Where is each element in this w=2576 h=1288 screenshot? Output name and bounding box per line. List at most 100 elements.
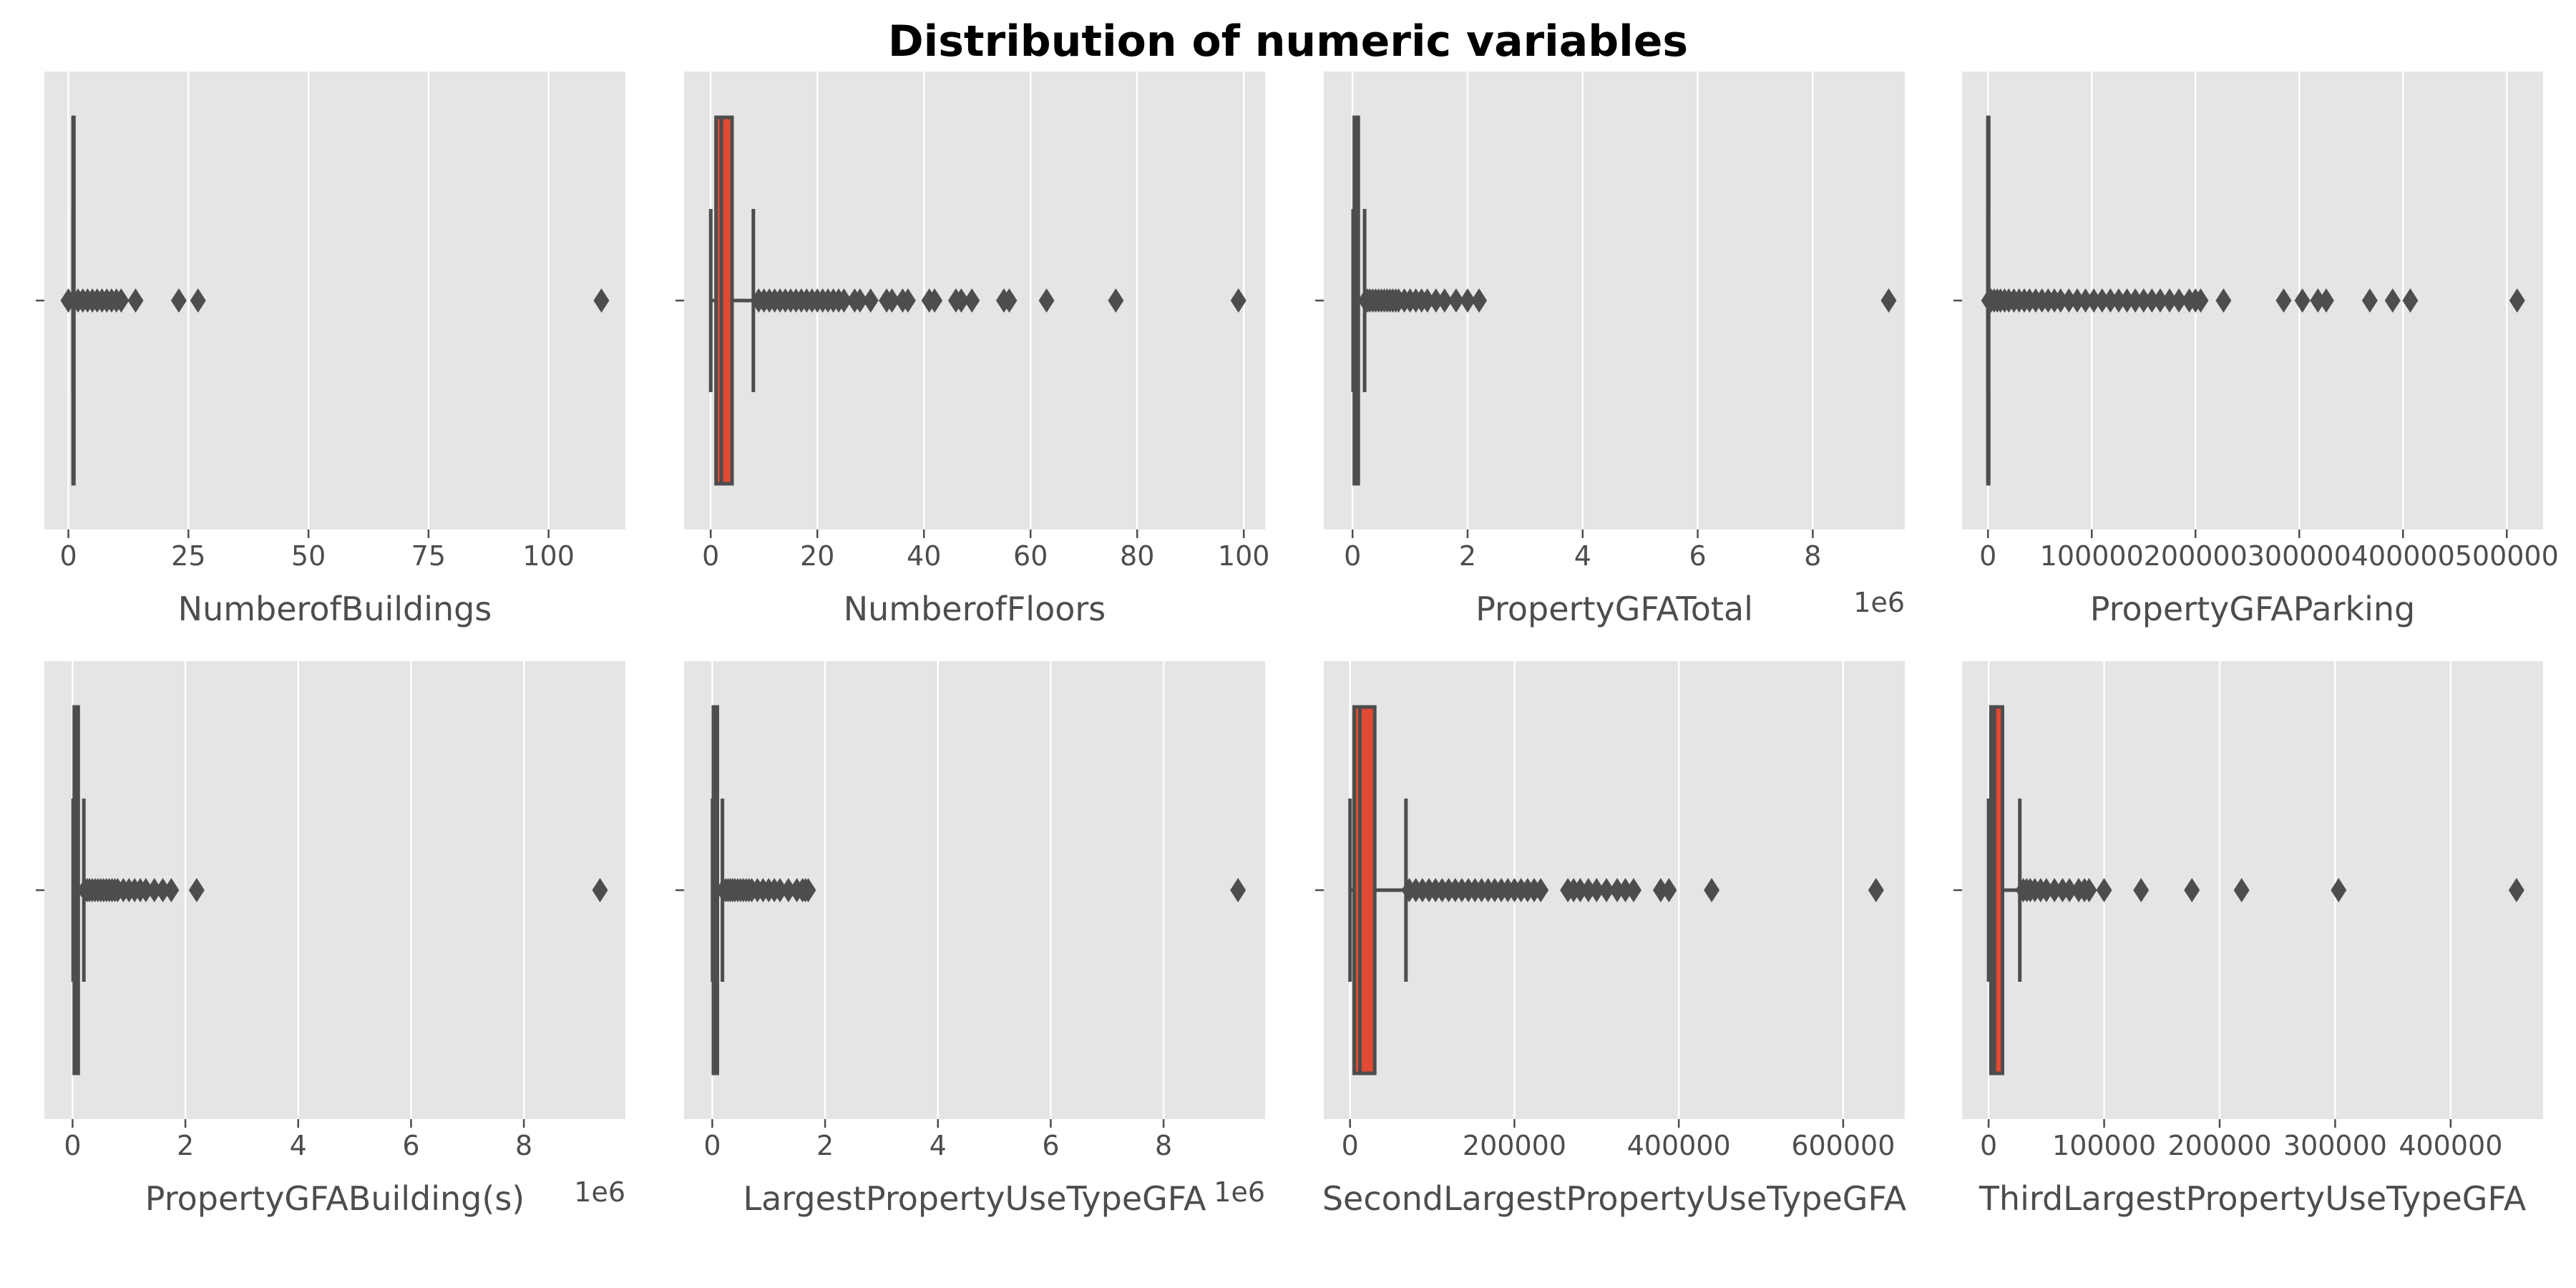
outlier-point [2096,878,2112,902]
x-tick-label: 4 [1574,540,1591,572]
outlier-point [2119,288,2135,313]
x-tick-label: 2 [177,1130,194,1161]
x-tick-label: 0 [1344,540,1361,572]
x-tick-label: 0 [1979,540,1996,572]
x-tick-label: 6 [1689,540,1706,572]
outlier-point [1038,288,1055,313]
x-offset-label: 1e6 [1853,587,1905,618]
x-axis-label: LargestPropertyUseTypeGFA [743,1179,1206,1218]
outlier-point [1572,878,1589,902]
x-tick-label: 8 [1155,1130,1172,1161]
outlier-point [1661,878,1677,902]
x-axis-label: PropertyGFATotal [1475,590,1753,628]
outlier-point [899,288,916,313]
outlier-point [780,878,796,902]
outlier-point [2331,878,2347,902]
x-tick-label: 6 [1042,1130,1059,1161]
outlier-point [2046,878,2063,902]
x-tick-label: 0 [59,540,77,572]
x-tick-label: 100 [522,540,575,572]
outlier-point [592,878,608,902]
x-tick-label: 8 [515,1130,532,1161]
outlier-point [2310,288,2326,313]
x-tick-label: 200000 [1463,1130,1566,1161]
outlier-point [60,288,77,313]
outlier-point [2061,288,2077,313]
x-tick-label: 80 [1120,540,1154,572]
outlier-point [1533,878,1549,902]
outlier-point [2135,288,2152,313]
outlier-point [2144,288,2160,313]
x-tick-label: 60 [1013,540,1048,572]
outlier-point [2162,288,2177,313]
subplot-6: 0 2 4 6 8 LargestPropertyUseTypeGFA 1e6 [675,661,1265,1218]
x-tick-label: 4 [930,1130,947,1161]
x-tick-label: 400000 [1627,1130,1731,1161]
outlier-point [170,288,187,313]
outlier-point [163,878,180,902]
x-tick-label: 100000 [2052,1130,2156,1161]
outlier-point [2233,878,2250,902]
box [714,115,734,486]
outlier-point [800,878,816,902]
outlier-point [2038,878,2054,902]
outlier-point [2086,288,2102,313]
outlier-point [1471,288,1488,313]
x-tick-label: 6 [402,1130,419,1161]
outlier-point [2052,288,2069,313]
outlier-point [2094,288,2110,313]
subplot-8: 0 100000 200000 300000 400000 ThirdLargestPro… [1953,661,2543,1218]
outlier-point [2133,878,2150,902]
outlier-point [155,878,171,902]
outlier-point [862,288,879,313]
outlier-point [127,288,144,313]
x-tick-label: 2 [816,1130,834,1161]
x-axis-label: PropertyGFAParking [2090,590,2416,628]
outlier-point [188,878,205,902]
x-axis-label: ThirdLargestPropertyUseTypeGFA [1979,1179,2527,1218]
outlier-point [836,288,852,313]
x-tick-label: 100000 [2040,540,2144,572]
outlier-point [1652,878,1669,902]
x-tick-label: 2 [1459,540,1476,572]
outlier-point [2069,288,2085,313]
outlier-point [2102,288,2119,313]
outlier-point [2077,288,2094,313]
x-tick-label: 0 [702,540,719,572]
outlier-point [2402,288,2419,313]
outlier-point [1609,878,1626,902]
box [1352,705,1377,1075]
x-axis-label: PropertyGFABuilding(s) [145,1179,525,1218]
x-tick-label: 8 [1804,540,1821,572]
x-tick-label: 300000 [2283,1130,2387,1161]
x-tick-label: 0 [64,1130,81,1161]
subplot-2: 0 20 40 60 80 100 NumberofFloors [675,72,1269,628]
x-tick-label: 600000 [1791,1130,1895,1161]
outlier-point [2081,878,2097,902]
x-axis-label: NumberofFloors [844,590,1106,628]
outlier-point [2294,288,2311,313]
subplot-1: 0 25 50 75 100 NumberofBuildings [36,72,625,628]
x-axis-label: SecondLargestPropertyUseTypeGFA [1322,1179,1907,1218]
x-tick-label: 500000 [2455,540,2559,572]
outlier-point [1704,878,1720,902]
x-tick-label: 4 [290,1130,307,1161]
outlier-point [2184,878,2200,902]
x-offset-label: 1e6 [574,1176,625,1208]
outlier-point [2361,288,2378,313]
outlier-point [2508,878,2524,902]
x-tick-label: 200000 [2167,1130,2271,1161]
outlier-point [1436,288,1453,313]
subplot-4: 0 100000 200000 300000 400000 500000 PropertyG… [1953,72,2559,628]
outlier-point [1108,288,1124,313]
x-tick-label: 0 [1980,1130,1997,1161]
outlier-point [1880,288,1897,313]
subplot-7: 0 200000 400000 600000 SecondLargestProperty… [1315,661,1907,1218]
outlier-point [953,288,970,313]
x-tick-label: 400000 [2399,1130,2502,1161]
x-tick-label: 25 [171,540,205,572]
x-tick-label: 50 [291,540,326,572]
outlier-point [2318,288,2334,313]
outlier-point [146,878,162,902]
